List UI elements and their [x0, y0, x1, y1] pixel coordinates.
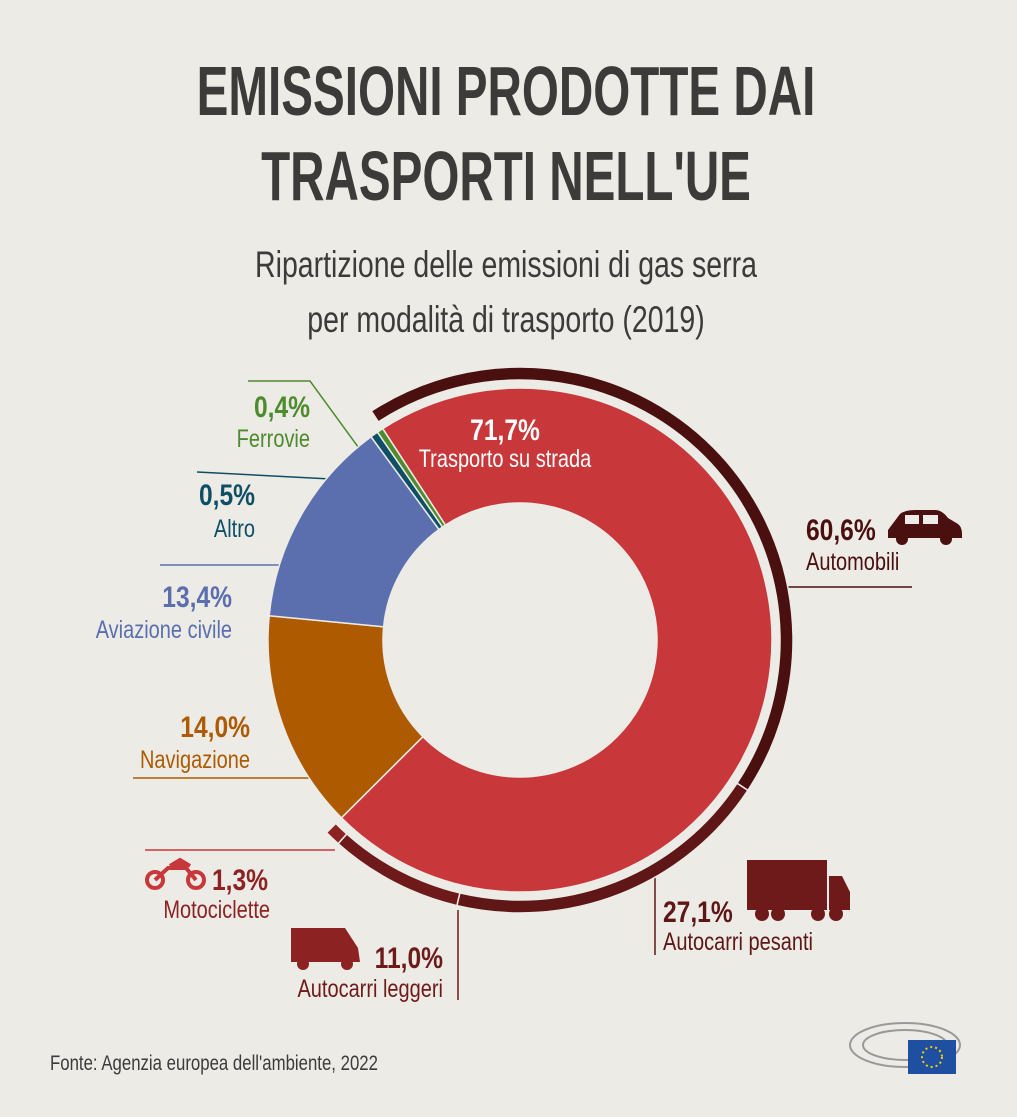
donut-segment	[376, 427, 447, 529]
value-label: 0,5%	[199, 478, 255, 512]
value-label: 11,0%	[375, 941, 443, 975]
category-label: Autocarri pesanti	[663, 928, 813, 956]
category-label: Motociclette	[163, 896, 270, 924]
value-label: 27,1%	[663, 895, 733, 929]
value-label: 71,7%	[470, 413, 540, 447]
motorbike-icon	[145, 857, 206, 890]
category-label: Automobili	[806, 548, 899, 576]
logo	[849, 1022, 961, 1074]
donut-segment	[340, 387, 773, 893]
chart-subtitle: per modalità di trasporto (2019)	[307, 298, 704, 339]
category-label: Navigazione	[140, 746, 250, 774]
value-label: 13,4%	[162, 580, 232, 614]
category-label: Trasporto su strada	[419, 445, 592, 473]
value-label: 14,0%	[180, 710, 250, 744]
value-label: 1,3%	[212, 863, 268, 897]
van-icon	[291, 928, 360, 970]
chart-title: EMISSIONI PRODOTTE DAI	[197, 52, 816, 130]
value-label: 0,4%	[254, 390, 310, 424]
source-note: Fonte: Agenzia europea dell'ambiente, 20…	[50, 1052, 378, 1075]
category-label: Autocarri leggeri	[297, 975, 443, 1003]
car-icon	[888, 510, 962, 545]
truck-icon	[747, 860, 850, 921]
donut-segment	[325, 822, 348, 845]
category-label: Ferrovie	[237, 425, 310, 453]
donut-segment	[268, 435, 441, 628]
category-label: Aviazione civile	[96, 616, 232, 644]
chart-subtitle: Ripartizione delle emissioni di gas serr…	[255, 243, 757, 284]
category-label: Altro	[214, 515, 255, 543]
value-label: 60,6%	[806, 513, 876, 547]
chart-title: TRASPORTI NELL'UE	[261, 137, 751, 215]
